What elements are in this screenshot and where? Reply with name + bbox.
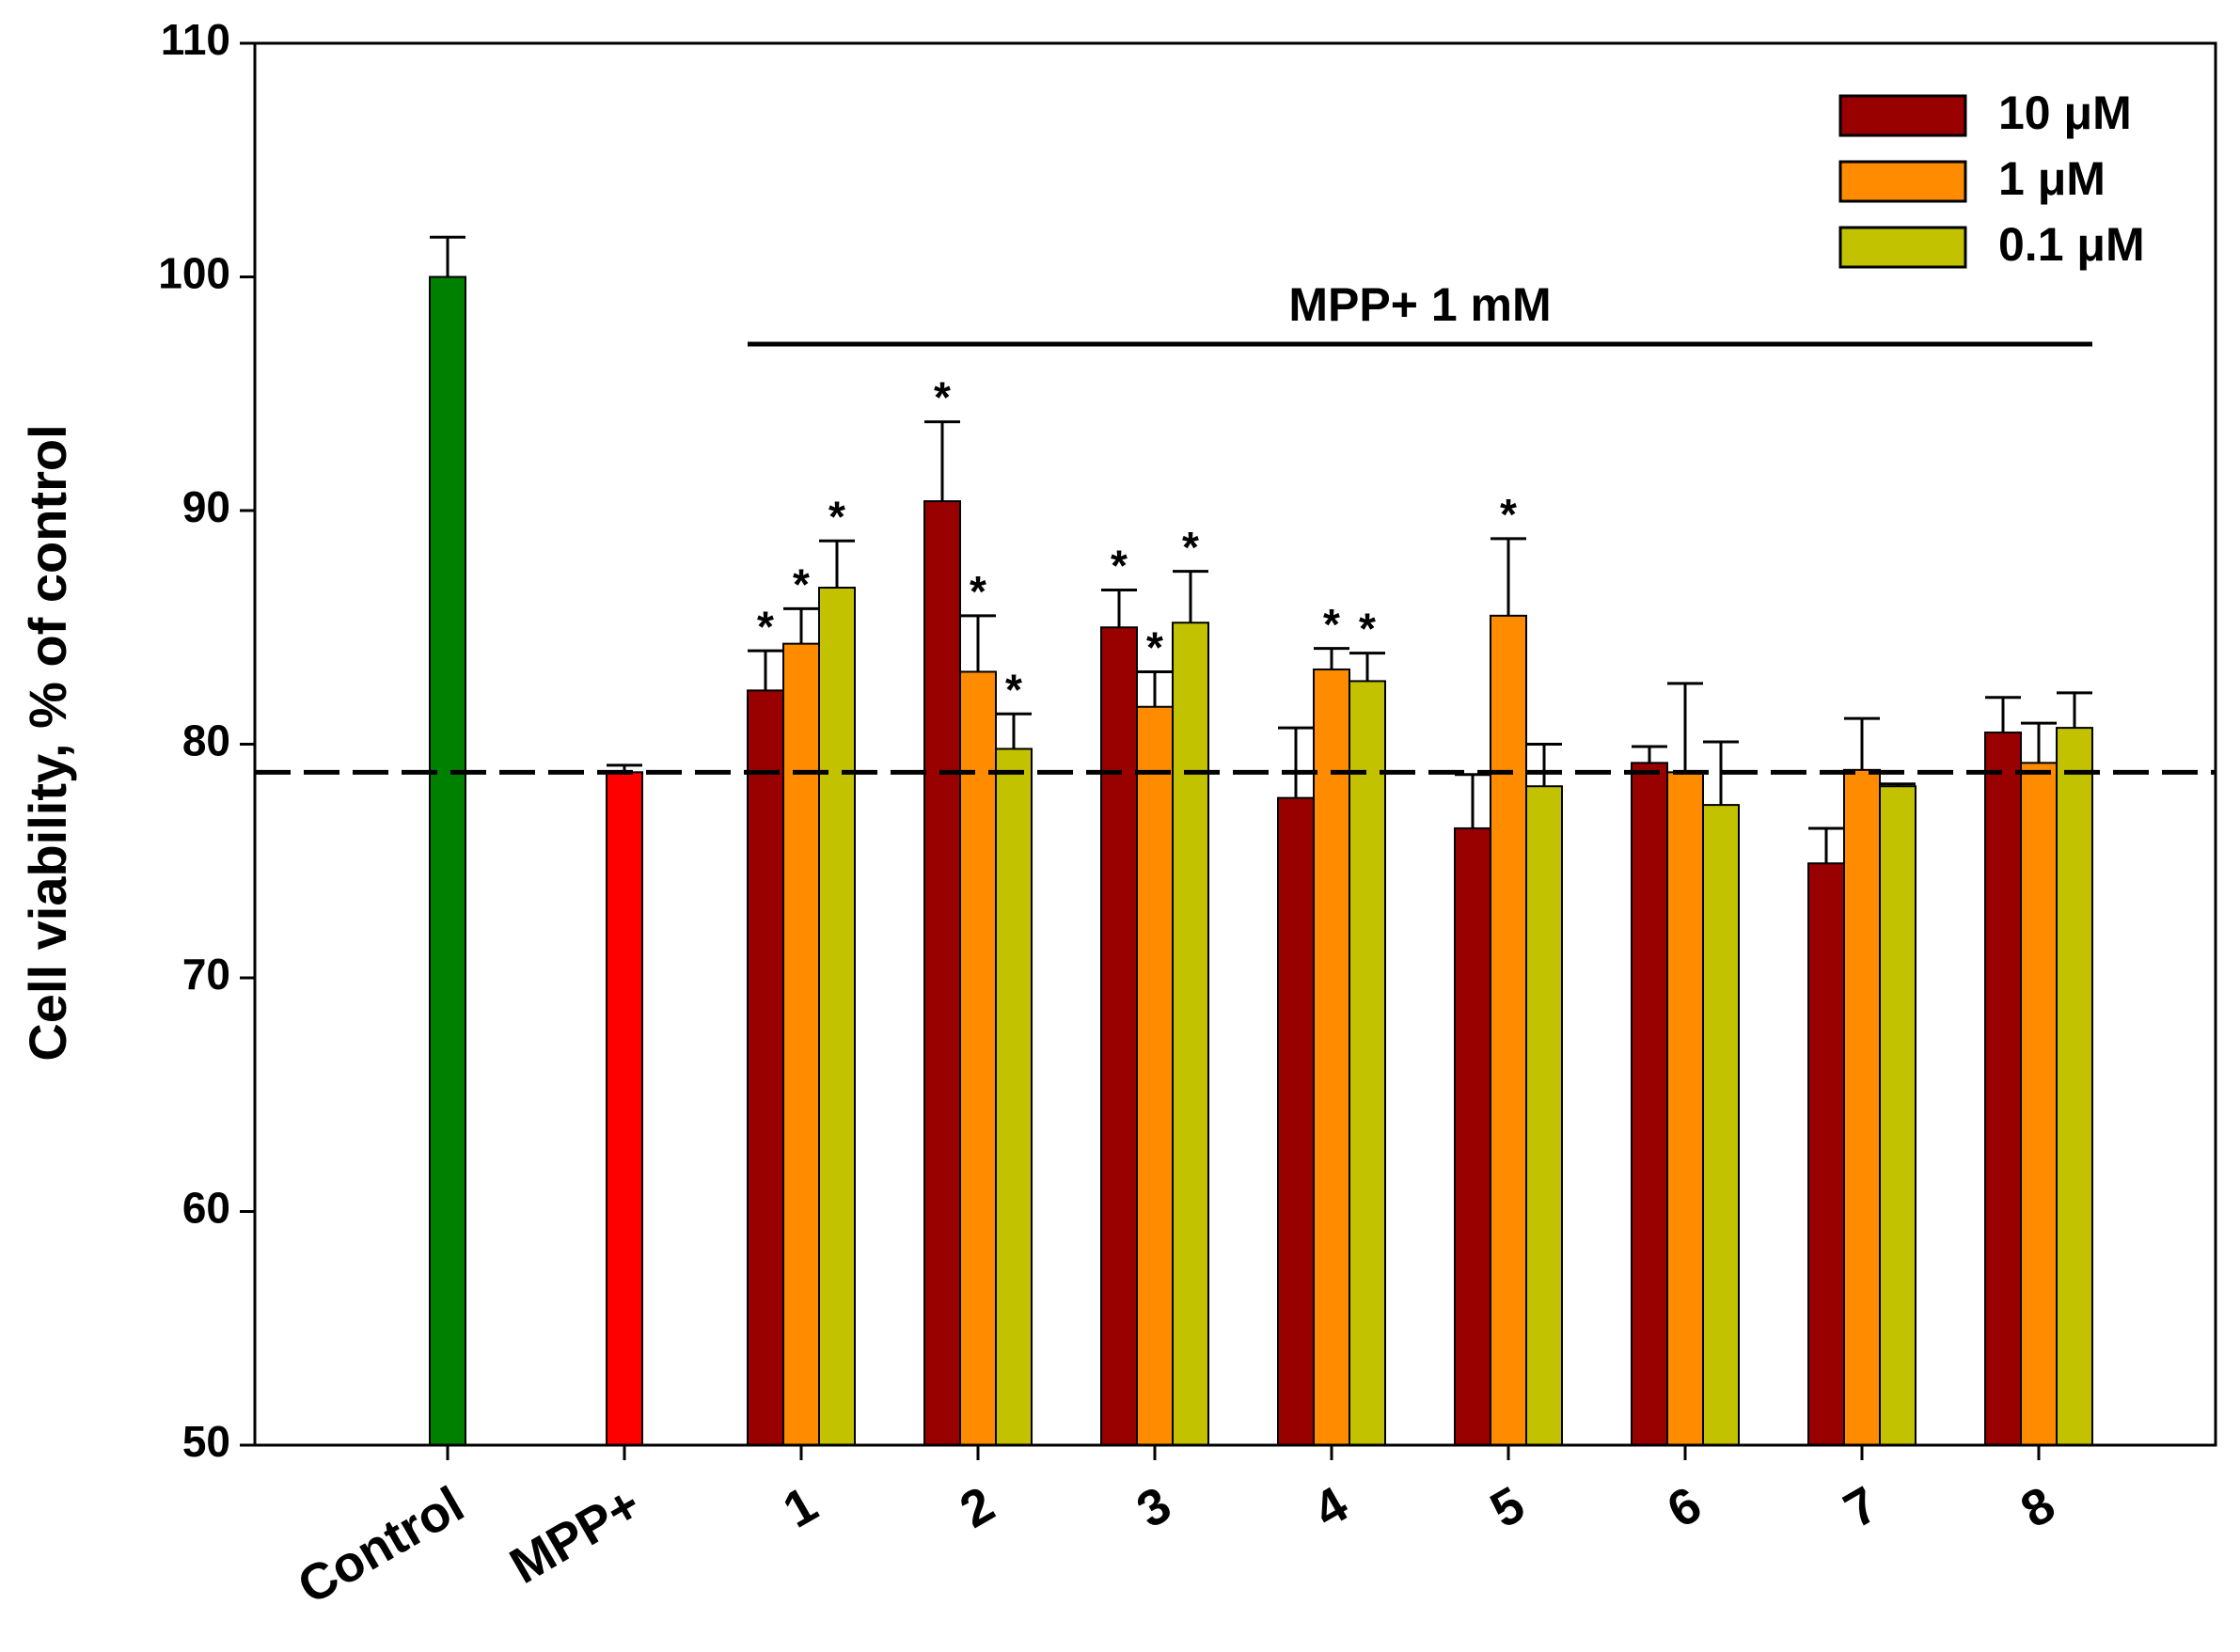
bar — [1702, 804, 1740, 1446]
bar — [1277, 796, 1315, 1446]
bar — [1843, 768, 1881, 1446]
significance-star: * — [1323, 600, 1340, 649]
bar — [818, 587, 856, 1446]
bar — [1100, 626, 1138, 1446]
bar — [1807, 862, 1845, 1446]
y-tick-label: 110 — [161, 15, 230, 64]
bar — [1313, 668, 1350, 1446]
significance-star: * — [1111, 542, 1128, 590]
significance-star: * — [828, 492, 845, 541]
bar — [1136, 705, 1174, 1446]
bar — [995, 747, 1033, 1446]
bar — [923, 500, 961, 1446]
y-tick-label: 60 — [182, 1184, 230, 1233]
y-tick-label: 100 — [158, 249, 230, 298]
x-tick-label: 2 — [951, 1476, 1003, 1539]
x-tick-label: 3 — [1128, 1476, 1180, 1539]
bar — [1172, 621, 1209, 1446]
significance-star: * — [934, 373, 951, 422]
bar — [1631, 762, 1668, 1446]
annotation: MPP+ 1 mM — [1288, 278, 1551, 331]
legend-swatch — [1838, 160, 1967, 203]
y-tick-label: 80 — [182, 716, 230, 765]
y-axis-label: Cell viability, % of control — [18, 424, 77, 1061]
bar — [2020, 762, 2058, 1446]
x-tick-label: Control — [289, 1476, 473, 1615]
y-tick-label: 50 — [182, 1417, 230, 1466]
bar — [959, 670, 997, 1446]
significance-star: * — [757, 602, 774, 651]
bar — [1666, 771, 1704, 1446]
bar — [782, 642, 820, 1446]
plot-frame — [253, 41, 2217, 1447]
significance-star: * — [1005, 665, 1022, 714]
significance-star: * — [970, 567, 986, 616]
x-tick-label: 7 — [1835, 1476, 1887, 1539]
bar — [1879, 785, 1917, 1446]
bar — [1349, 680, 1386, 1446]
legend-label: 1 μM — [1998, 152, 2106, 205]
x-tick-label: 1 — [774, 1476, 827, 1539]
significance-star: * — [1146, 623, 1163, 672]
bar — [429, 275, 466, 1446]
bar — [747, 689, 784, 1446]
significance-star: * — [1500, 490, 1517, 539]
x-tick-label: 6 — [1658, 1476, 1711, 1539]
x-tick-label: 5 — [1481, 1476, 1534, 1539]
significance-star: * — [1359, 605, 1376, 653]
significance-star: * — [793, 560, 810, 609]
bar — [1454, 826, 1491, 1446]
y-tick-label: 90 — [182, 482, 230, 531]
x-tick-label: MPP+ — [500, 1476, 650, 1595]
bar — [1984, 732, 2022, 1446]
legend-swatch — [1838, 226, 1967, 269]
bar — [2056, 727, 2093, 1446]
bar — [606, 771, 643, 1446]
y-tick-label: 70 — [182, 950, 230, 999]
legend-label: 0.1 μM — [1998, 218, 2145, 271]
x-tick-label: 8 — [2011, 1476, 2064, 1539]
legend-swatch — [1838, 94, 1967, 137]
significance-star: * — [1182, 523, 1199, 572]
bar — [1525, 785, 1563, 1446]
legend-label: 10 μM — [1998, 87, 2132, 139]
x-tick-label: 4 — [1304, 1476, 1357, 1539]
bar — [1490, 614, 1527, 1446]
